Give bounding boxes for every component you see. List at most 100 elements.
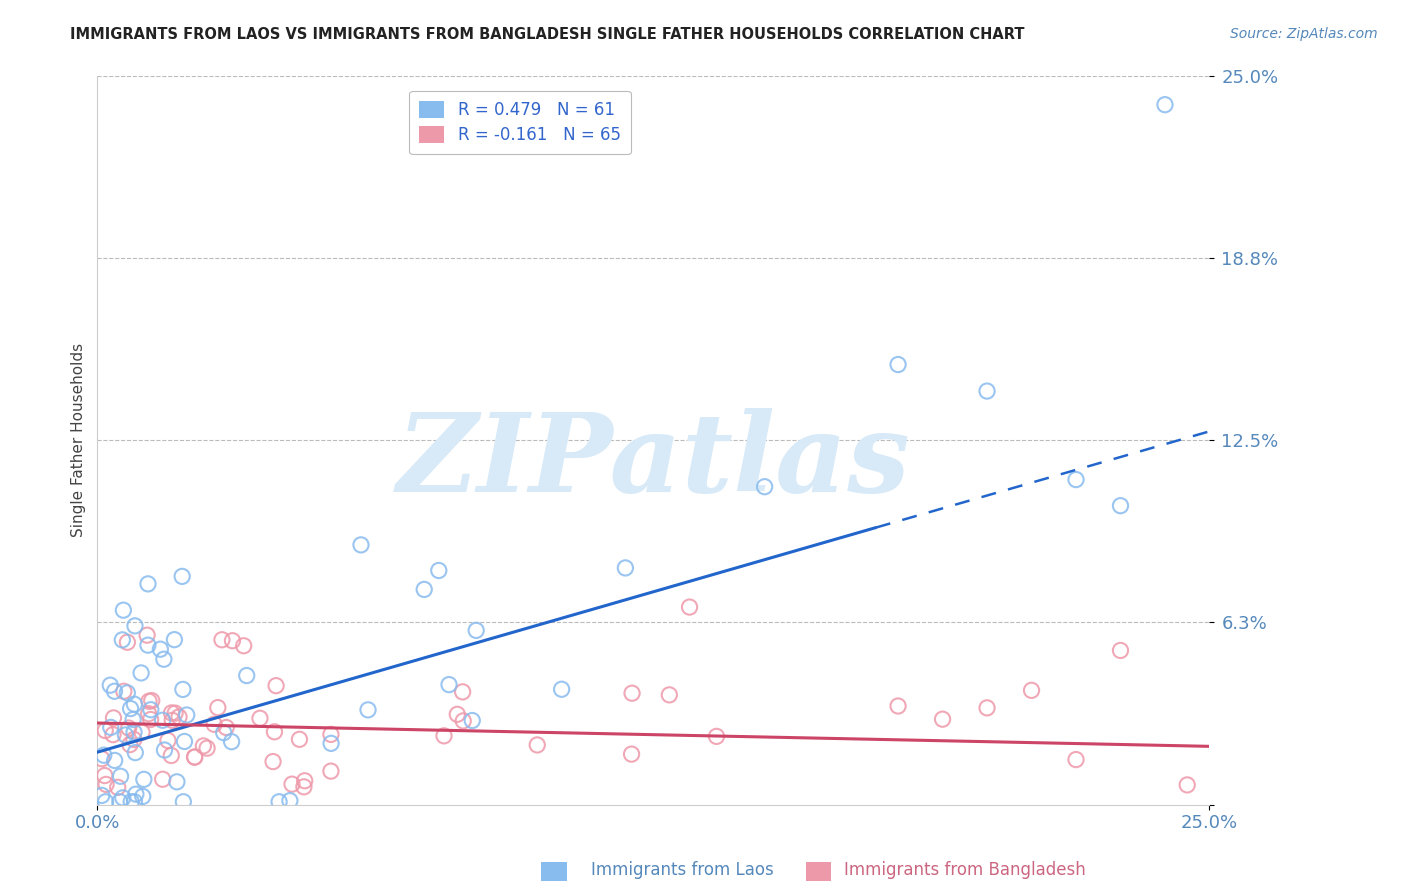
Point — [1064, 473, 1087, 487]
Point — [152, 772, 174, 787]
Point — [124, 795, 146, 809]
Point — [931, 712, 953, 726]
Point — [114, 728, 136, 742]
Point — [93, 768, 115, 782]
Point — [232, 639, 254, 653]
Point — [160, 706, 183, 720]
Point — [152, 713, 174, 727]
Point — [292, 780, 315, 794]
Point — [132, 789, 155, 804]
Point — [319, 727, 342, 741]
Point — [94, 723, 117, 738]
Point — [94, 795, 117, 809]
Point — [236, 841, 259, 855]
Point — [294, 773, 316, 788]
Point — [166, 774, 188, 789]
Point — [183, 750, 205, 764]
Point — [621, 686, 644, 700]
Point — [163, 632, 186, 647]
Point — [112, 603, 135, 617]
Text: Immigrants from Laos: Immigrants from Laos — [591, 861, 773, 879]
Point — [103, 684, 125, 698]
Point — [706, 730, 728, 744]
Point — [156, 733, 179, 747]
Point — [117, 635, 139, 649]
Point — [465, 624, 488, 638]
Point — [526, 738, 548, 752]
Point — [107, 780, 129, 795]
Point — [433, 729, 456, 743]
Point — [120, 795, 142, 809]
Point — [451, 714, 474, 728]
Y-axis label: Single Father Households: Single Father Households — [72, 343, 86, 537]
Point — [122, 713, 145, 727]
Point — [413, 582, 436, 597]
Point — [172, 795, 194, 809]
Point — [125, 787, 148, 801]
Point — [215, 721, 238, 735]
Point — [357, 703, 380, 717]
Point — [288, 732, 311, 747]
Point — [183, 750, 205, 764]
Point — [207, 700, 229, 714]
Point — [153, 652, 176, 666]
Point — [101, 728, 124, 742]
Point — [1021, 683, 1043, 698]
Point — [678, 600, 700, 615]
Point — [136, 577, 159, 591]
Point — [111, 632, 134, 647]
Point — [281, 777, 304, 791]
Point — [211, 632, 233, 647]
Point — [132, 772, 155, 787]
Point — [122, 725, 145, 739]
Point — [165, 706, 187, 720]
Text: Immigrants from Bangladesh: Immigrants from Bangladesh — [844, 861, 1085, 879]
Point — [139, 703, 162, 717]
Point — [193, 739, 215, 753]
Point — [754, 480, 776, 494]
Point — [451, 685, 474, 699]
Point — [658, 688, 681, 702]
Point — [160, 748, 183, 763]
Point — [1109, 499, 1132, 513]
Point — [550, 682, 572, 697]
Point — [249, 711, 271, 725]
Point — [136, 638, 159, 652]
Point — [124, 697, 146, 711]
Point — [195, 741, 218, 756]
Point — [112, 684, 135, 698]
Point — [124, 619, 146, 633]
Point — [172, 682, 194, 697]
Point — [221, 735, 243, 749]
Point — [122, 732, 145, 747]
Legend: R = 0.479   N = 61, R = -0.161   N = 65: R = 0.479 N = 61, R = -0.161 N = 65 — [409, 91, 631, 154]
Point — [138, 706, 160, 721]
Point — [94, 777, 117, 791]
Point — [350, 538, 373, 552]
Point — [138, 694, 160, 708]
Point — [90, 789, 112, 803]
Point — [221, 633, 243, 648]
Point — [131, 725, 153, 739]
Point — [976, 384, 998, 398]
Point — [149, 642, 172, 657]
Point — [263, 724, 285, 739]
Text: ZIPatlas: ZIPatlas — [396, 409, 910, 516]
Point — [278, 794, 301, 808]
Point — [620, 747, 643, 761]
Point — [1064, 753, 1087, 767]
Point — [100, 720, 122, 734]
Point — [1175, 778, 1198, 792]
Point — [124, 746, 146, 760]
Point — [1154, 97, 1177, 112]
Point — [172, 569, 194, 583]
Point — [427, 564, 450, 578]
Point — [1109, 643, 1132, 657]
Point — [153, 743, 176, 757]
Point — [93, 748, 115, 763]
Point — [202, 717, 225, 731]
Point — [212, 725, 235, 739]
Point — [110, 769, 132, 783]
Point — [141, 693, 163, 707]
Point — [176, 708, 198, 723]
